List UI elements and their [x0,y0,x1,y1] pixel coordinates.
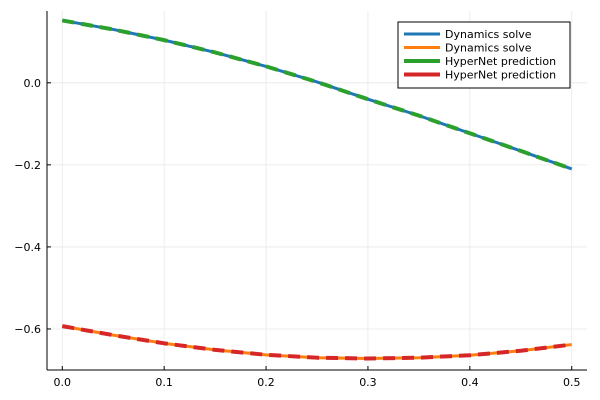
y-tick-label: −0.4 [14,241,41,254]
y-tick-label: −0.6 [14,323,41,336]
x-tick-label: 0.4 [461,376,479,389]
legend-label: HyperNet prediction [445,55,556,68]
x-tick-label: 0.0 [54,376,72,389]
legend-label: HyperNet prediction [445,69,556,82]
legend-label: Dynamics solve [445,42,532,55]
series-line-4 [61,324,572,361]
x-tick-label: 0.5 [563,376,581,389]
legend-label: Dynamics solve [445,28,532,41]
x-tick-label: 0.1 [155,376,173,389]
x-tick-label: 0.2 [257,376,275,389]
x-tick-label: 0.3 [359,376,377,389]
series-line-3 [61,18,573,171]
y-tick-label: 0.0 [24,77,42,90]
series-line-2 [62,324,572,361]
y-tick-label: −0.2 [14,159,41,172]
